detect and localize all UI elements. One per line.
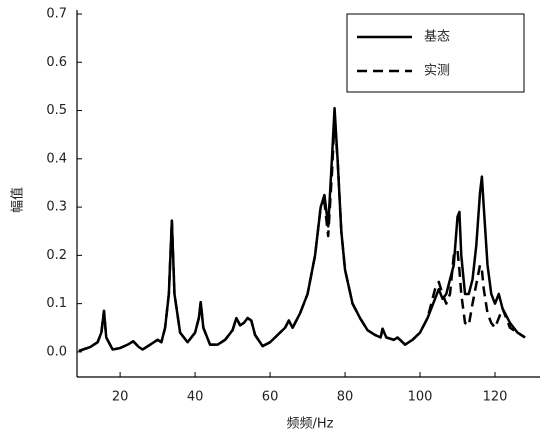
series-line <box>78 118 526 353</box>
y-tick-label: 0.3 <box>46 200 67 215</box>
y-tick-label: 0.2 <box>46 248 67 263</box>
x-axis-label: 频频/Hz <box>287 417 334 432</box>
y-tick-label: 0.0 <box>46 344 67 359</box>
x-tick-label: 40 <box>187 390 204 405</box>
y-tick-label: 0.1 <box>46 296 67 311</box>
x-tick-label: 20 <box>112 390 129 405</box>
y-tick-label: 0.5 <box>46 103 67 118</box>
x-tick-label: 100 <box>408 390 433 405</box>
legend-box <box>346 13 525 93</box>
x-tick-label: 120 <box>483 390 508 405</box>
x-tick-label: 60 <box>262 390 279 405</box>
y-tick-label: 0.4 <box>46 151 67 166</box>
x-tick-label: 80 <box>337 390 354 405</box>
legend-label: 基态 <box>424 30 450 45</box>
legend-label: 实测 <box>424 64 450 79</box>
y-tick-label: 0.6 <box>46 55 67 70</box>
y-tick-label: 0.7 <box>46 7 67 22</box>
series-line <box>78 106 526 353</box>
y-axis-label: 幅值 <box>10 187 26 213</box>
